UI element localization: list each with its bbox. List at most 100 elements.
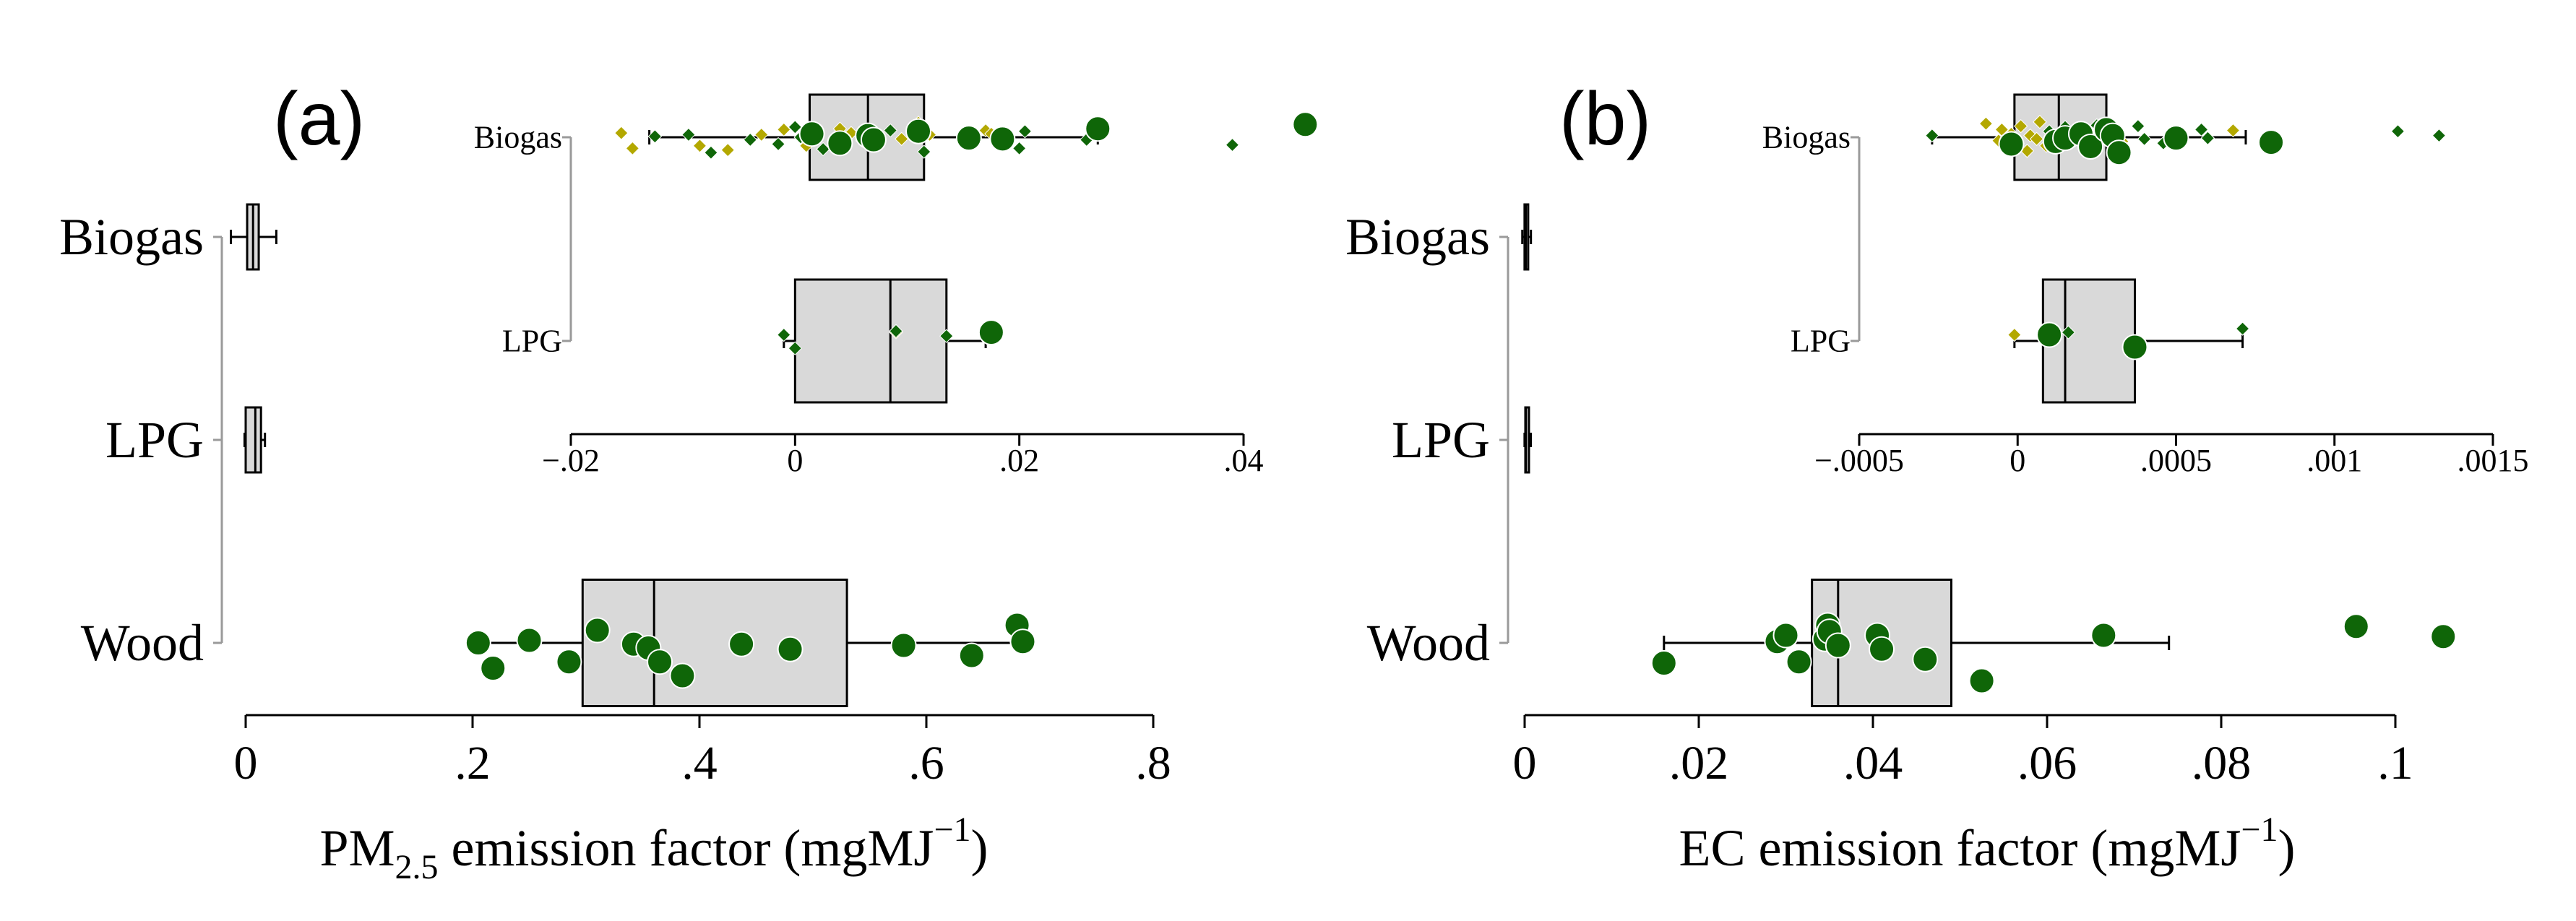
panel-a-main-wood-point [777, 636, 804, 662]
panel-b-x-axis-label: EC emission factor (mgMJ−1) [1679, 810, 2296, 877]
panel-b-inset-lpg-point [2121, 334, 2148, 360]
panel-b-inset-biogas-point [1978, 116, 1994, 131]
panel-b-inset-biogas-point [2390, 124, 2405, 139]
panel-a-main-x-tick-label: .2 [455, 737, 491, 790]
panel-a-inset-biogas-point [816, 142, 830, 157]
panel-b-main-plot: Biogas LPG Wood 0 .02 .04 .06 .08 .1 [1345, 203, 2457, 790]
panel-b-main-category-label-wood: Wood [1367, 614, 1490, 672]
panel-a-main-plot: Biogas LPG Wood 0 .2 .4 .6 .8 [59, 203, 1171, 790]
panel-a-main-wood-point [465, 630, 491, 656]
panel-b-inset-x-tick-label: .001 [2306, 443, 2362, 478]
panel-b-inset-x-tick-label: −.0005 [1814, 443, 1904, 478]
panel-b-main-wood-point [2430, 623, 2457, 650]
panel-a-inset-biogas-point [720, 142, 735, 157]
panel-a-inset-plot: Biogas LPG −.02 0 .02 .04 [474, 93, 1319, 478]
panel-a-main-category-label-lpg: LPG [105, 411, 204, 469]
panel-a-x-axis-label: PM2.5 emission factor (mgMJ−1) [319, 810, 988, 886]
panel-a-inset-biogas-point [1012, 141, 1027, 156]
panel-a-inset-x-tick-label: .04 [1224, 443, 1264, 478]
panel-a-inset-x-tick-label: .02 [999, 443, 1039, 478]
panel-a-main-category-label-wood: Wood [81, 614, 204, 672]
panel-b-main-wood-point [1968, 667, 1995, 694]
panel-a-inset-biogas-point [895, 131, 909, 147]
panel-b-xlabel-sup: −1 [2241, 810, 2278, 849]
panel-b-inset-biogas-point [2029, 131, 2044, 147]
panel-b-xlabel-rest: emission factor (mgMJ [1746, 819, 2241, 877]
panel-b-main-wood-point [1650, 650, 1677, 676]
panel-a-inset-biogas-point [788, 120, 803, 134]
panel-b-inset-biogas-point [2431, 128, 2447, 143]
panel-a: (a) Biogas LPG Wood 0 .2 .4 .6 .8 Biogas LPG −.02… [59, 77, 1319, 886]
panel-a-inset-biogas-point [625, 141, 640, 156]
panel-b-inset-lpg-point [2235, 321, 2250, 336]
panel-label-b: (b) [1559, 77, 1651, 161]
panel-b-inset-biogas-point [2033, 115, 2047, 129]
panel-b-inset-category-label-lpg: LPG [1791, 324, 1851, 359]
panel-a-main-wood-point [556, 649, 582, 675]
panel-b-inset-plot: Biogas LPG −.0005 0 .0005 .001 .0015 [1762, 93, 2529, 478]
panel-a-main-x-tick-label: 0 [234, 737, 258, 790]
panel-a-main-category-label-biogas: Biogas [59, 208, 204, 266]
panel-b-inset-x-tick-label: .0015 [2457, 443, 2529, 478]
panel-b-inset-biogas-point [2226, 123, 2241, 138]
panel-a-inset-biogas-point [989, 126, 1016, 152]
panel-b-inset-biogas-point [2258, 129, 2285, 156]
panel-b-main-wood-point [1772, 622, 1799, 649]
panel-b-inset-biogas-point [1998, 131, 2025, 157]
panel-a-main-wood-point [669, 662, 696, 689]
panel-a-inset-biogas-point [860, 126, 887, 153]
panel-a-inset-biogas-point [704, 145, 718, 160]
panel-a-inset-lpg-point [978, 319, 1004, 346]
panel-b-main-x-tick-label: .04 [1843, 737, 1903, 790]
panel-a-inset-biogas-point [883, 123, 897, 138]
panel-a-inset-biogas-point [1017, 124, 1033, 139]
panel-a-inset-biogas-point [827, 130, 853, 157]
panel-b-inset-x-tick-label: .0005 [2140, 443, 2212, 478]
panel-b-main-category-label-lpg: LPG [1392, 411, 1490, 469]
panel-a-inset-biogas-point [614, 126, 629, 140]
panel-a-inset-lpg-point [788, 341, 803, 355]
panel-b-main-wood-point [2090, 622, 2117, 649]
panel-a-main-wood-point [890, 632, 917, 659]
panel-b-inset-biogas-point [2077, 133, 2104, 160]
panel-a-main-box-lpg-iqr [244, 406, 262, 474]
panel-label-a: (a) [273, 77, 365, 161]
panel-b-main-x-tick-label: .02 [1669, 737, 1729, 790]
panel-a-inset-biogas-point [692, 139, 707, 153]
panel-b-inset-biogas-point [2163, 125, 2189, 152]
panel-b-inset-lpg-point [2007, 327, 2022, 342]
panel-b-main-x-tick-label: 0 [1513, 737, 1537, 790]
panel-b-inset-biogas-point [2137, 131, 2152, 147]
panel-a-xlabel-sup: −1 [934, 810, 970, 849]
panel-a-xlabel-rest: emission factor (mgMJ [439, 819, 934, 877]
panel-b-inset-category-label-biogas: Biogas [1762, 120, 1851, 155]
panel-b-inset-lpg-point [2036, 321, 2063, 348]
panel-b-inset-biogas-point [2013, 118, 2028, 134]
panel-b-main-wood-point [1912, 646, 1939, 673]
panel-a-inset-lpg-point [889, 324, 903, 339]
panel-a-inset-lpg-point [939, 329, 954, 343]
panel-b-xlabel-end: ) [2278, 819, 2296, 877]
panel-a-xlabel-end: ) [971, 819, 988, 877]
panel-a-inset-biogas-point [955, 125, 982, 152]
panel-a-inset-box-lpg-iqr [793, 278, 948, 404]
panel-a-inset-biogas-point [1225, 137, 1240, 152]
panel-a-main-wood-point [480, 655, 507, 681]
panel-b: (b) Biogas LPG Wood 0 .02 .04 .06 .08 .1 Biogas L… [1345, 77, 2529, 877]
panel-a-inset-biogas-point [647, 129, 663, 144]
panel-a-inset-x-tick-label: 0 [787, 443, 803, 478]
panel-a-inset-biogas-point [743, 132, 757, 147]
panel-a-inset-biogas-point [771, 137, 785, 152]
panel-b-main-x-tick-label: .1 [2377, 737, 2413, 790]
panel-b-main-x-tick-label: .08 [2192, 737, 2252, 790]
panel-b-inset-biogas-point [2200, 131, 2215, 145]
panel-a-main-wood-point [1009, 628, 1036, 655]
panel-a-main-x-tick-label: .4 [681, 737, 718, 790]
panel-a-inset-biogas-point [754, 127, 769, 142]
panel-b-inset-x-tick-label: 0 [2009, 443, 2025, 478]
panel-a-inset-x-tick-label: −.02 [542, 443, 600, 478]
panel-a-main-wood-point [516, 627, 543, 654]
panel-a-xlabel-sub: 2.5 [395, 848, 439, 886]
panel-b-inset-lpg-point [2061, 325, 2076, 340]
